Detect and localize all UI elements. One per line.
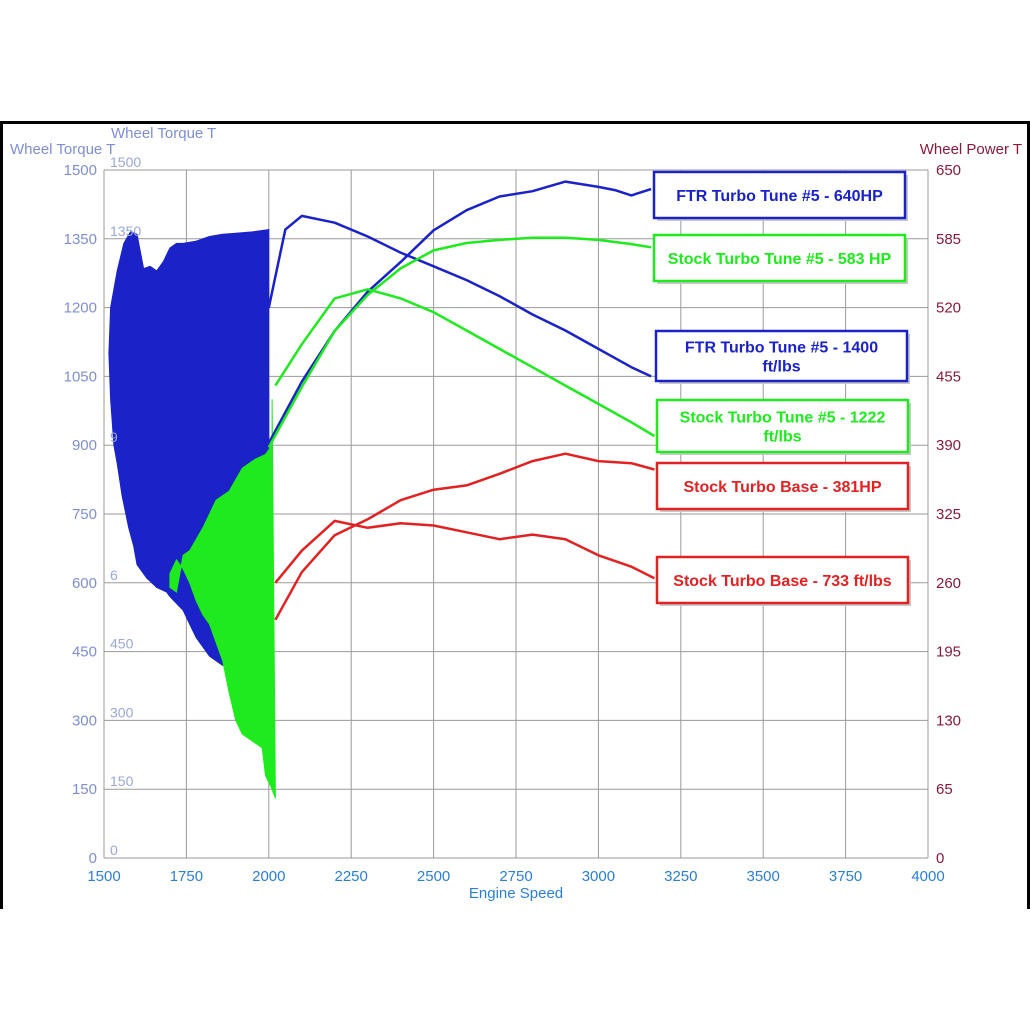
- series-line-6: [274, 519, 655, 584]
- y-left-tick-label: 1200: [64, 300, 97, 317]
- y-right-tick-label: 585: [936, 231, 961, 248]
- x-tick-label: 2000: [252, 868, 285, 885]
- series-lines: [267, 180, 656, 621]
- y-inner-tick-label: 6: [110, 567, 118, 583]
- series-line-4: [274, 288, 656, 438]
- legend-label: Stock Turbo Base - 381HP: [684, 479, 882, 496]
- y-left-inner-axis-title: Wheel Torque T: [111, 125, 216, 142]
- x-tick-label: 3500: [747, 868, 780, 885]
- y-right-tick-label: 520: [936, 300, 961, 317]
- y-right-tick-label: 455: [936, 368, 961, 385]
- y-left-tick-label: 1350: [64, 231, 97, 248]
- y-left-tick-label: 750: [72, 506, 97, 523]
- x-tick-label: 1750: [170, 868, 203, 885]
- y-inner-tick-label: 300: [110, 704, 134, 720]
- y-right-tick-label: 325: [936, 506, 961, 523]
- legend-label: FTR Turbo Tune #5 - 640HP: [676, 188, 883, 205]
- y-right-tick-label: 260: [936, 575, 961, 592]
- legend-label: Stock Turbo Tune #5 - 1222: [680, 410, 886, 427]
- legend-box: [652, 170, 907, 220]
- fill-region-2: [169, 399, 276, 799]
- x-tick-label: 4000: [911, 868, 944, 885]
- tick-labels: 1500 1750 2000 2250 2500 2750 3000 3250 3500 3750…: [64, 154, 961, 885]
- y-right-tick-label: 650: [936, 162, 961, 179]
- legend-box: [652, 233, 907, 283]
- fill-regions: [108, 229, 276, 799]
- y-left-tick-label: 1050: [64, 368, 97, 385]
- y-inner-tick-label: 450: [110, 636, 134, 652]
- x-tick-label: 3250: [664, 868, 697, 885]
- legend-label: Stock Turbo Tune #5 - 583 HP: [668, 251, 892, 268]
- x-tick-label: 2750: [499, 868, 532, 885]
- y-left-tick-label: 900: [72, 437, 97, 454]
- y-left-tick-label: 0: [89, 850, 97, 867]
- y-left-tick-label: 450: [72, 644, 97, 661]
- x-tick-label: 3750: [829, 868, 862, 885]
- y-inner-tick-label: 1350: [110, 223, 141, 239]
- y-right-tick-label: 0: [936, 850, 944, 867]
- legend-box: [655, 555, 910, 605]
- legend-box: [655, 461, 910, 511]
- x-axis-title: Engine Speed: [469, 885, 563, 902]
- y-left-tick-label: 1500: [64, 162, 97, 179]
- y-left-tick-label: 150: [72, 781, 97, 798]
- legend-label: Stock Turbo Base - 733 ft/lbs: [673, 573, 892, 590]
- y-left-tick-label: 600: [72, 575, 97, 592]
- x-tick-label: 3000: [582, 868, 615, 885]
- x-tick-label: 2250: [335, 868, 368, 885]
- y-inner-tick-label: 0: [110, 842, 118, 858]
- legend-label: FTR Turbo Tune #5 - 1400: [685, 340, 878, 357]
- series-line-2: [267, 214, 652, 378]
- y-left-axis-title: Wheel Torque T: [10, 141, 115, 158]
- x-tick-label: 1500: [87, 868, 120, 885]
- x-tick-label: 2500: [417, 868, 450, 885]
- y-inner-tick-label: 9: [110, 429, 118, 445]
- y-right-tick-label: 130: [936, 712, 961, 729]
- legend: FTR Turbo Tune #5 - 640HP Stock Turbo Tun…: [652, 170, 911, 606]
- series-line-5: [274, 452, 655, 621]
- legend-label: ft/lbs: [762, 359, 800, 376]
- y-right-tick-label: 65: [936, 781, 953, 798]
- legend-box: [654, 329, 909, 383]
- series-line-3: [267, 236, 652, 448]
- legend-box: [655, 398, 910, 454]
- y-inner-tick-label: 150: [110, 773, 134, 789]
- y-right-tick-label: 195: [936, 644, 961, 661]
- y-right-tick-label: 390: [936, 437, 961, 454]
- axis-titles: Wheel Torque T Wheel Torque T Wheel Powe…: [10, 125, 1022, 902]
- y-right-axis-title: Wheel Power T: [920, 141, 1022, 158]
- y-left-tick-label: 300: [72, 712, 97, 729]
- legend-label: ft/lbs: [763, 429, 801, 446]
- y-inner-tick-label: 1500: [110, 154, 141, 170]
